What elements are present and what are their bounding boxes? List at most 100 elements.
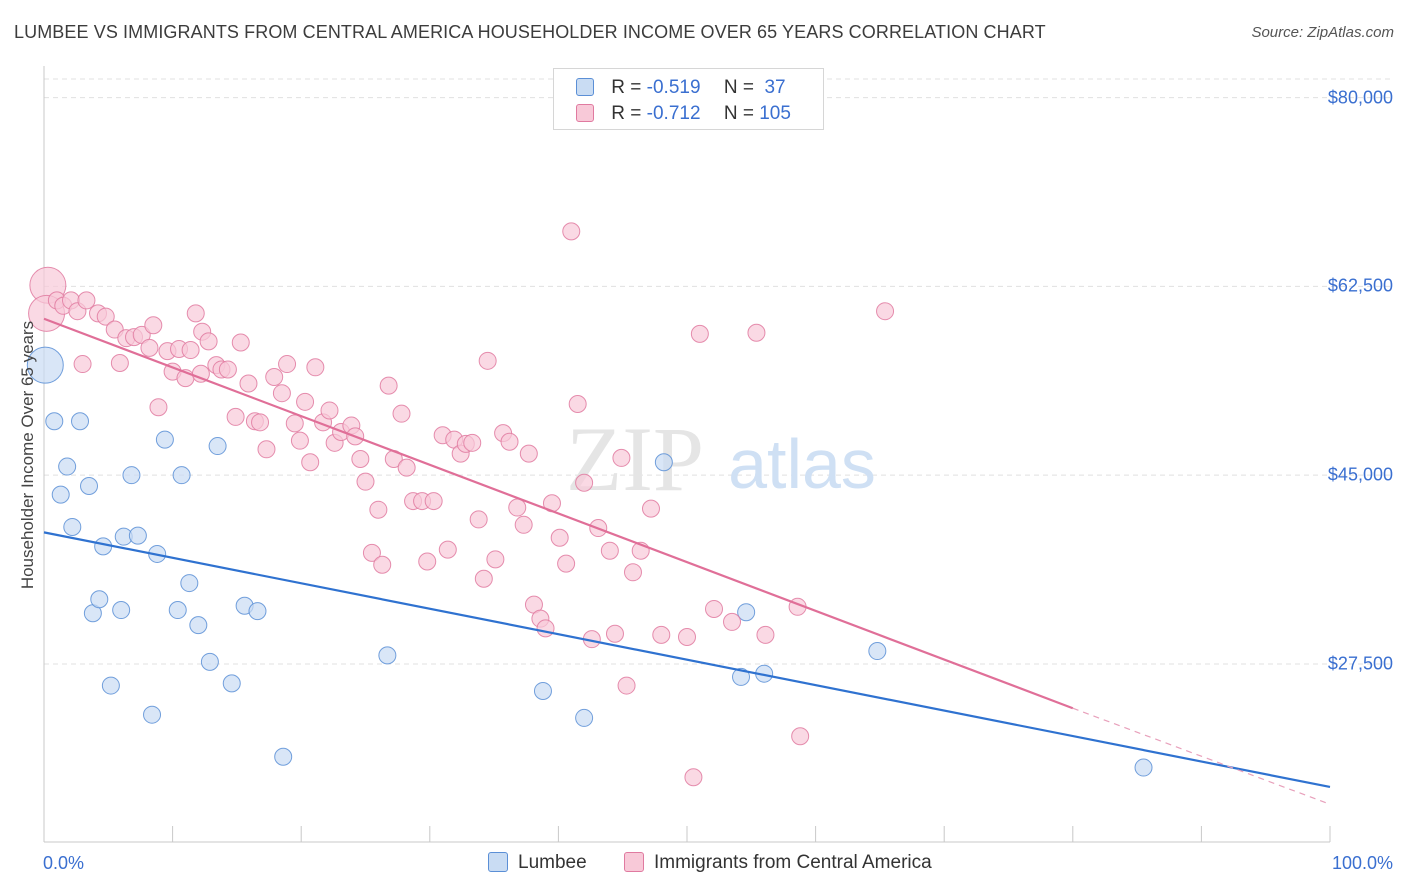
immigrants-point	[320, 401, 339, 420]
immigrants-points	[28, 222, 895, 787]
immigrants-point	[612, 448, 631, 467]
immigrants-point	[652, 625, 671, 644]
immigrants-point	[605, 624, 624, 643]
source-label: Source: ZipAtlas.com	[1251, 24, 1394, 41]
immigrants-point	[373, 555, 392, 574]
lumbee-point	[143, 705, 162, 724]
immigrants-trendline-extension	[1072, 707, 1331, 805]
lumbee-points	[26, 346, 1153, 777]
immigrants-point	[356, 472, 375, 491]
y-tick-label: $62,500	[1327, 275, 1393, 296]
legend-r-value: -0.519	[646, 77, 701, 98]
lumbee-point	[63, 517, 82, 536]
lumbee-point	[248, 602, 267, 621]
lumbee-point	[71, 412, 90, 431]
immigrants-point	[278, 355, 297, 374]
lumbee-point	[45, 412, 64, 431]
immigrants-point	[265, 368, 284, 387]
lumbee-trendline	[43, 531, 1331, 789]
watermark: ZIP atlas	[566, 408, 876, 510]
y-tick-label: $45,000	[1327, 464, 1393, 485]
lumbee-point	[200, 652, 219, 671]
lumbee-point	[189, 616, 208, 635]
immigrants-point	[181, 341, 200, 360]
bottom-legend-lumbee-label: Lumbee	[518, 852, 587, 873]
axes	[43, 66, 1331, 843]
immigrants-point	[77, 291, 96, 310]
lumbee-swatch	[488, 852, 508, 872]
lumbee-point	[26, 346, 64, 384]
immigrants-point	[73, 355, 92, 374]
immigrants-point	[296, 392, 315, 411]
immigrants-point	[301, 453, 320, 472]
immigrants-swatch	[576, 104, 594, 122]
immigrants-point	[463, 433, 482, 452]
chart-title: LUMBEE VS IMMIGRANTS FROM CENTRAL AMERIC…	[14, 22, 1046, 42]
immigrants-point	[144, 316, 163, 335]
immigrants-trendline	[43, 317, 1074, 710]
immigrants-point	[514, 515, 533, 534]
lumbee-point	[378, 646, 397, 665]
immigrants-point	[469, 510, 488, 529]
immigrants-point	[379, 376, 398, 395]
immigrants-point	[257, 440, 276, 459]
lumbee-point	[654, 453, 673, 472]
immigrants-point	[199, 332, 218, 351]
immigrants-point	[705, 599, 724, 618]
lumbee-point	[172, 466, 191, 485]
immigrants-point	[351, 450, 370, 468]
immigrants-point	[110, 353, 129, 372]
immigrants-point	[306, 358, 325, 377]
lumbee-swatch	[576, 78, 594, 96]
immigrants-point	[418, 552, 437, 571]
immigrants-point	[562, 222, 581, 241]
lumbee-point	[222, 674, 241, 693]
legend-r-label: R =	[611, 77, 647, 98]
immigrants-point	[474, 569, 493, 588]
immigrants-point	[239, 374, 258, 393]
lumbee-point	[575, 708, 594, 727]
lumbee-point	[112, 601, 131, 620]
immigrants-point	[140, 338, 159, 357]
immigrants-point	[690, 324, 709, 343]
lumbee-point	[732, 667, 751, 686]
immigrants-point	[617, 676, 636, 695]
lumbee-point	[737, 603, 756, 622]
immigrants-point	[508, 498, 527, 517]
immigrants-point	[557, 554, 576, 573]
bottom-legend-immigrants-label: Immigrants from Central America	[654, 852, 932, 873]
immigrants-point	[218, 360, 237, 379]
immigrants-point	[568, 394, 587, 413]
x-tick-label-max: 100.0%	[1331, 853, 1393, 873]
immigrants-point	[486, 550, 505, 569]
watermark-zip: ZIP	[566, 408, 704, 510]
immigrants-point	[369, 500, 388, 519]
immigrants-point	[438, 540, 457, 559]
immigrants-point	[231, 333, 250, 352]
lumbee-point	[180, 574, 199, 593]
immigrants-point	[272, 384, 291, 403]
immigrants-point	[290, 431, 309, 450]
gridlines	[44, 78, 1394, 665]
lumbee-point	[168, 601, 187, 620]
immigrants-point	[791, 727, 810, 746]
immigrants-point	[424, 492, 443, 511]
lumbee-point	[122, 466, 141, 485]
y-tick-label: $80,000	[1327, 87, 1393, 108]
bottom-legend-immigrants: Immigrants from Central America	[624, 852, 932, 874]
legend-row-immigrants: R = -0.712 N = 105	[576, 103, 791, 127]
immigrants-point	[500, 432, 519, 451]
immigrants-point	[684, 768, 703, 787]
immigrants-point	[149, 398, 168, 417]
lumbee-point	[101, 676, 120, 695]
immigrants-point	[251, 413, 270, 432]
immigrants-point	[392, 404, 411, 423]
immigrants-point	[623, 563, 642, 582]
immigrants-point	[397, 458, 416, 477]
immigrants-point	[678, 628, 696, 647]
lumbee-point	[533, 681, 552, 700]
immigrants-point	[550, 528, 569, 547]
immigrants-swatch	[624, 852, 644, 872]
lumbee-point	[94, 537, 113, 556]
legend-n-value: 37	[759, 77, 786, 98]
